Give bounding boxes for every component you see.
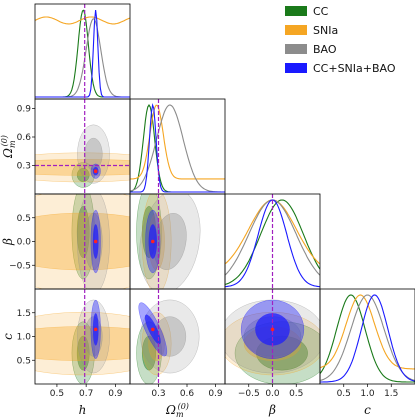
xtick-h: 0.9 (108, 389, 123, 399)
ytick-c: 0.5 (17, 356, 31, 366)
panel-beta-om (129, 193, 226, 290)
ylabel-c: c (1, 333, 15, 340)
contour-CC-h-beta-1sigma (76, 206, 90, 258)
legend-label-CC+SNIa+BAO: CC+SNIa+BAO (313, 62, 396, 75)
xtick-om: 0.6 (180, 389, 195, 399)
best-fit-om-beta (151, 239, 155, 244)
xlabel-om: Ωm(0) (165, 402, 189, 418)
legend: CC SNIa BAO CC+SNIa+BAO (285, 5, 396, 75)
xlabel-beta: β (268, 403, 276, 417)
best-fit-om-c (151, 327, 155, 332)
xtick-c: 1.5 (384, 389, 398, 399)
panel-c-h: 0.5 0.7 0.9 0.5 1.0 1.5 (17, 288, 131, 399)
panel-c-om: 0.3 0.6 0.9 (129, 288, 226, 399)
panel-c-c: 0.5 1.0 1.5 (319, 288, 415, 399)
marginal-CC+SNIa+BAO-h (35, 10, 130, 98)
ytick-beta: −0.5 (9, 261, 31, 271)
marginal-CC+SNIa+BAO-om (130, 103, 225, 193)
ytick-om: 0.3 (17, 162, 31, 172)
contour-SNIa-h-beta-2sigma (35, 194, 130, 289)
panel-c-beta: −0.5 0.0 0.5 (224, 288, 321, 399)
legend-swatch-CC+SNIa+BAO (285, 63, 307, 73)
xtick-beta: 0.0 (265, 389, 280, 399)
panel-beta-beta (224, 193, 321, 290)
contour-SNIa-h-beta-1sigma (35, 212, 130, 271)
marginal-SNIa-om (130, 104, 225, 180)
ytick-om: 0.9 (17, 105, 32, 115)
contour-SNIa-h-c-1sigma (35, 326, 130, 361)
ytick-c: 1.5 (17, 309, 31, 319)
marginal-BAO-h (35, 18, 130, 98)
xtick-h: 0.7 (79, 389, 93, 399)
panel-frame (129, 98, 226, 195)
xtick-c: 1.0 (360, 389, 375, 399)
xtick-c: 0.5 (337, 389, 351, 399)
panel-om-h: 0.3 0.6 0.9 (17, 98, 131, 195)
marginal-CC-c (320, 294, 415, 383)
xlabel-c: c (364, 403, 371, 417)
contour-SNIa-h-om-2sigma (35, 152, 130, 183)
legend-label-BAO: BAO (313, 43, 337, 56)
ylabel-beta: β (1, 238, 15, 246)
best-fit-h-c (93, 327, 98, 332)
best-fit-beta-c (270, 327, 275, 332)
marginal-SNIa-h (35, 16, 130, 25)
panel-frame (34, 3, 131, 100)
xtick-h: 0.5 (50, 389, 64, 399)
marginal-BAO-om (130, 104, 225, 193)
best-fit-h-om (93, 169, 98, 173)
xtick-om: 0.3 (151, 389, 165, 399)
contour-BAO-h-om-2sigma (77, 124, 110, 184)
ylabel-om: Ωm(0) (0, 135, 17, 159)
legend-label-CC: CC (313, 5, 329, 18)
contour-CC-h-c-1sigma (76, 335, 90, 371)
legend-swatch-CC (285, 6, 307, 16)
xlabel-h: h (79, 403, 87, 417)
ytick-beta: 0.5 (17, 214, 31, 224)
marginal-BAO-c (320, 294, 415, 382)
panel-h-h (34, 3, 131, 100)
panel-om-om (129, 98, 226, 195)
xtick-beta: −0.5 (238, 389, 260, 399)
legend-swatch-SNIa (285, 25, 307, 35)
best-fit-h-beta (93, 239, 98, 244)
legend-swatch-BAO (285, 44, 307, 54)
legend-label-SNIa: SNIa (313, 24, 338, 37)
ytick-beta: 0.0 (17, 238, 32, 248)
xtick-om: 0.9 (208, 389, 223, 399)
ytick-c: 1.0 (17, 333, 32, 343)
contour-BAO-om-beta-2sigma (139, 194, 201, 289)
xtick-beta: 0.5 (289, 389, 303, 399)
marginal-CC+SNIa+BAO-c (320, 294, 415, 383)
ytick-om: 0.6 (17, 133, 32, 143)
